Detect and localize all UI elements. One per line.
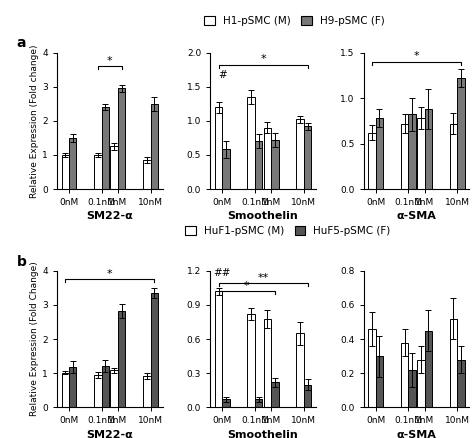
Bar — [271, 382, 279, 407]
Text: *: * — [107, 56, 112, 66]
Bar — [457, 360, 465, 407]
Bar — [247, 314, 255, 407]
Bar — [62, 373, 69, 407]
Text: #: # — [218, 70, 227, 80]
Bar — [94, 375, 101, 407]
X-axis label: α-SMA: α-SMA — [396, 211, 437, 221]
X-axis label: Smoothelin: Smoothelin — [228, 430, 299, 438]
Bar — [375, 118, 383, 189]
Bar — [271, 140, 279, 189]
Text: ##: ## — [214, 268, 231, 278]
Bar — [425, 109, 432, 189]
Text: a: a — [17, 36, 26, 50]
Bar — [304, 385, 311, 407]
Bar — [255, 399, 263, 407]
Bar — [408, 370, 416, 407]
Text: *: * — [244, 281, 250, 291]
Legend: HuF1-pSMC (M), HuF5-pSMC (F): HuF1-pSMC (M), HuF5-pSMC (F) — [185, 226, 391, 237]
X-axis label: SM22-α: SM22-α — [86, 211, 133, 221]
Bar — [118, 88, 125, 189]
Bar — [247, 97, 255, 189]
Bar — [151, 104, 158, 189]
Bar — [264, 319, 271, 407]
Text: **: ** — [257, 273, 269, 283]
Bar — [368, 133, 375, 189]
X-axis label: α-SMA: α-SMA — [396, 430, 437, 438]
X-axis label: SM22-α: SM22-α — [86, 430, 133, 438]
Bar — [450, 124, 457, 189]
Bar — [401, 124, 408, 189]
Bar — [296, 120, 304, 189]
Bar — [110, 146, 118, 189]
Bar — [118, 311, 125, 407]
Bar — [143, 376, 151, 407]
Bar — [94, 155, 101, 189]
Bar — [101, 107, 109, 189]
Bar — [215, 291, 222, 407]
Text: *: * — [414, 51, 419, 61]
Bar — [255, 141, 263, 189]
Bar — [401, 343, 408, 407]
Bar — [101, 366, 109, 407]
Bar — [296, 333, 304, 407]
Bar — [368, 329, 375, 407]
Bar — [457, 78, 465, 189]
Bar — [222, 149, 230, 189]
Bar — [417, 360, 425, 407]
Bar — [408, 114, 416, 189]
Y-axis label: Relative Expression (Fold Change): Relative Expression (Fold Change) — [30, 262, 39, 417]
Bar — [425, 331, 432, 407]
Bar — [62, 155, 69, 189]
Bar — [304, 126, 311, 189]
Text: b: b — [17, 254, 27, 268]
Bar — [69, 138, 76, 189]
Bar — [375, 356, 383, 407]
Bar — [110, 371, 118, 407]
Text: *: * — [107, 269, 112, 279]
Bar — [222, 399, 230, 407]
Bar — [417, 118, 425, 189]
Legend: H1-pSMC (M), H9-pSMC (F): H1-pSMC (M), H9-pSMC (F) — [204, 16, 385, 26]
Text: *: * — [260, 54, 266, 64]
Bar — [143, 160, 151, 189]
Bar — [215, 107, 222, 189]
Y-axis label: Relative Expression (Fold change): Relative Expression (Fold change) — [30, 44, 39, 198]
Bar — [264, 127, 271, 189]
X-axis label: Smoothelin: Smoothelin — [228, 211, 299, 221]
Bar — [450, 319, 457, 407]
Bar — [69, 367, 76, 407]
Bar — [151, 293, 158, 407]
